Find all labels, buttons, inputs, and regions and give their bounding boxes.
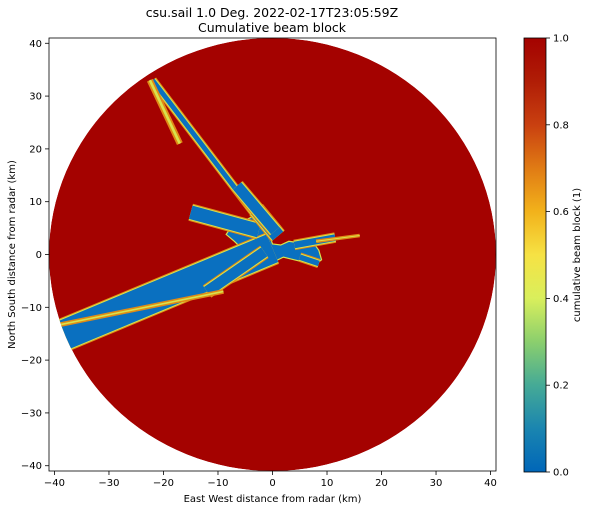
colorbar-tick-label: 0.8 <box>553 120 569 131</box>
x-tick-label: −10 <box>207 478 228 489</box>
x-tick-label: 30 <box>430 478 443 489</box>
y-tick-label: 0 <box>36 250 42 261</box>
y-tick-label: −30 <box>21 408 42 419</box>
chart-subtitle: Cumulative beam block <box>198 20 347 35</box>
streak-core <box>316 234 360 242</box>
colorbar-tick-label: 0.6 <box>553 207 569 218</box>
y-axis-label: North South distance from radar (km) <box>7 160 18 349</box>
y-tick-label: 40 <box>29 39 42 50</box>
x-tick-label: 20 <box>375 478 388 489</box>
colorbar-tick-label: 0.2 <box>553 381 569 392</box>
plot-area <box>49 38 496 471</box>
unblocked-sector <box>203 247 268 296</box>
chart-title: csu.sail 1.0 Deg. 2022-02-17T23:05:59Z <box>146 5 398 20</box>
streak-core <box>148 79 182 145</box>
colorbar <box>523 37 547 473</box>
unblocked-sector <box>188 205 261 238</box>
unblocked-sectors <box>49 77 337 355</box>
x-tick-label: −30 <box>98 478 119 489</box>
x-tick-label: 40 <box>484 478 497 489</box>
y-tick-label: 10 <box>29 197 42 208</box>
x-tick-label: 10 <box>321 478 334 489</box>
x-tick-label: −20 <box>153 478 174 489</box>
y-tick-label: −40 <box>21 461 42 472</box>
x-axis-label: East West distance from radar (km) <box>184 494 362 505</box>
y-tick-label: 20 <box>29 144 42 155</box>
y-tick-label: −10 <box>21 303 42 314</box>
x-tick-label: −40 <box>44 478 65 489</box>
streak-core <box>54 290 224 327</box>
y-tick-label: −20 <box>21 356 42 367</box>
colorbar-tick-label: 1.0 <box>553 34 569 45</box>
unblocked-sector <box>298 254 320 267</box>
y-tick-label: 30 <box>29 92 42 103</box>
colorbar-tick-label: 0.0 <box>553 468 569 479</box>
x-axis-ticks: −40 −30 −20 −10 0 10 20 30 40 <box>44 471 497 489</box>
colorbar-label: cumulative beam block (1) <box>572 188 583 322</box>
x-tick-label: 0 <box>269 478 275 489</box>
colorbar-tick-label: 0.4 <box>553 294 569 305</box>
unblocked-sector <box>232 182 280 235</box>
colorbar-ticks: 0.0 0.2 0.4 0.6 0.8 1.0 <box>546 34 569 479</box>
high-block-streaks <box>53 78 360 329</box>
y-axis-ticks: −40 −30 −20 −10 0 10 20 30 40 <box>21 39 49 472</box>
